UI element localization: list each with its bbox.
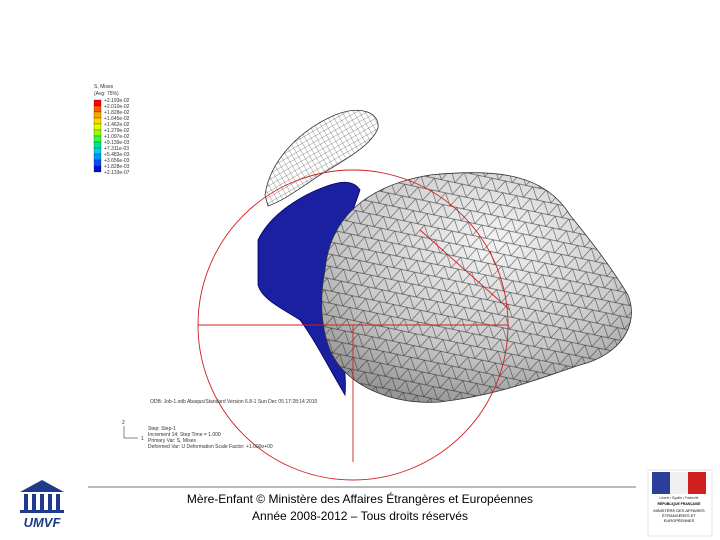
legend-value: +1.462e-02 <box>104 122 130 128</box>
legend-subtitle: (Avg: 75%) <box>94 91 119 97</box>
motto: Liberté • Égalité • Fraternité <box>660 495 699 500</box>
info-line: Increment 14: Step Time = 1.000 <box>148 432 221 438</box>
legend-value: +7.311e-03 <box>104 146 129 152</box>
axis-label: 2 <box>122 420 125 426</box>
red-circle <box>197 169 511 481</box>
legend-value: +9.139e-03 <box>104 140 130 146</box>
legend-value: +3.656e-03 <box>104 158 130 164</box>
legend-title: S, Mises <box>94 84 114 90</box>
legend-swatch <box>93 111 102 119</box>
legend-value: +5.483e-03 <box>104 152 130 158</box>
legend-value: +2.193e-02 <box>104 98 130 104</box>
legend-value: +1.828e-03 <box>104 164 130 170</box>
legend-swatch <box>93 135 102 143</box>
info-line: Deformed Var: U Deformation Scale Factor… <box>148 444 273 450</box>
legend-swatch <box>93 141 102 149</box>
legend-swatch <box>93 99 102 107</box>
umvf-logo <box>20 480 64 513</box>
ministry-logo: Liberté • Égalité • Fraternité RÉPUBLIQU… <box>647 469 713 537</box>
legend-swatch <box>93 165 102 173</box>
legend-swatch <box>93 159 102 167</box>
mesh-lines <box>321 172 632 403</box>
legend-swatch <box>93 147 102 155</box>
legend-swatch <box>93 105 102 113</box>
footer-line: Année 2008-2012 – Tous droits réservés <box>252 509 468 523</box>
axis-triad <box>123 426 138 439</box>
legend-value: +2.133e-07 <box>104 170 130 176</box>
legend-swatch <box>93 129 102 137</box>
info-line: Step: Step-1 <box>148 426 176 432</box>
legend-swatch <box>93 153 102 161</box>
info-line: Primary Var: S, Mises <box>148 438 196 444</box>
legend-swatch <box>93 117 102 125</box>
legend-value: +1.645e-02 <box>104 116 130 122</box>
legend-swatch <box>93 123 102 131</box>
axis-label: 1 <box>141 436 144 442</box>
legend-value: +1.279e-02 <box>104 128 130 134</box>
country: RÉPUBLIQUE FRANÇAISE <box>658 501 702 506</box>
legend-value: +1.828e-02 <box>104 110 130 116</box>
fem-figure: S, Mises(Avg: 75%)+2.193e-02+2.010e-02+1… <box>80 72 640 481</box>
legend: S, Mises(Avg: 75%)+2.193e-02+2.010e-02+1… <box>93 84 130 176</box>
umvf-text: UMVF <box>24 515 62 530</box>
odb-line: ODB: Job-1.odb Abaqus/Standard Version 6… <box>150 399 318 405</box>
legend-value: +2.010e-02 <box>104 104 130 110</box>
ministry: MINISTÈRE DES AFFAIRES ÉTRANGÈRES ET EUR… <box>653 508 705 523</box>
legend-value: +1.097e-02 <box>104 134 130 140</box>
footer-line: Mère-Enfant © Ministère des Affaires Étr… <box>187 491 533 506</box>
